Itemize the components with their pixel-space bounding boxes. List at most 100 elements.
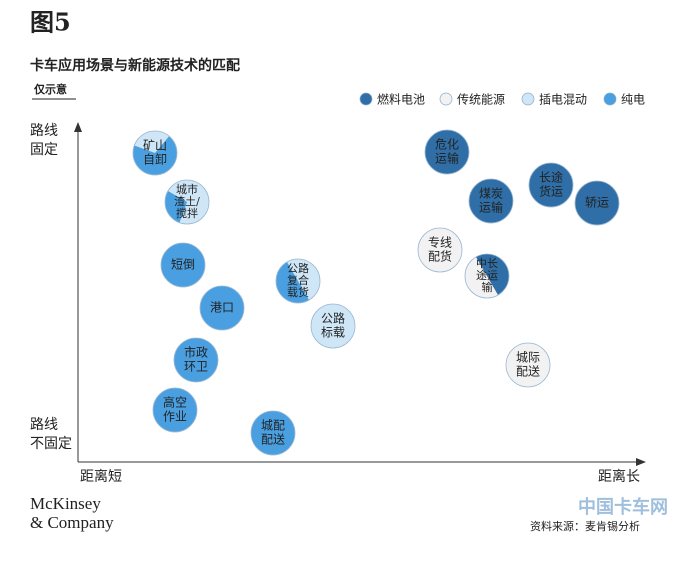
node-label: 长途 bbox=[539, 170, 563, 185]
watermark: 中国卡车网 bbox=[578, 496, 668, 518]
node-outline bbox=[152, 387, 198, 433]
node-label: 环卫 bbox=[184, 360, 208, 374]
title: 卡车应用场景与新能源技术的匹配 bbox=[30, 57, 240, 74]
node-fill bbox=[200, 286, 244, 330]
legend: 燃料电池 传统能源 插电混动 纯电 bbox=[359, 92, 645, 107]
node-fill bbox=[469, 179, 513, 223]
node-outline bbox=[310, 303, 356, 349]
node-label: 港口 bbox=[210, 301, 234, 315]
brand: McKinsey bbox=[30, 494, 101, 513]
node-label: 复合 bbox=[287, 273, 309, 287]
node-label: 城际 bbox=[516, 351, 540, 365]
source: 资料来源：麦肯锡分析 bbox=[530, 519, 640, 533]
y-bottom-label: 不固定 bbox=[30, 436, 72, 452]
node-label: 途运 bbox=[476, 268, 498, 282]
legend-label: 纯电 bbox=[621, 93, 645, 107]
legend-swatch bbox=[603, 92, 617, 106]
legend-label: 传统能源 bbox=[457, 92, 505, 107]
y-arrow bbox=[74, 122, 82, 132]
node-outline bbox=[528, 162, 574, 208]
node-label: 高空 bbox=[163, 395, 187, 410]
node-outline bbox=[160, 242, 206, 288]
note: 仅示意 bbox=[33, 82, 67, 96]
node-label: 输 bbox=[482, 280, 493, 294]
node-label: 轿运 bbox=[585, 195, 609, 210]
node-label: 运输 bbox=[479, 200, 503, 215]
node-outline bbox=[199, 285, 245, 331]
node-label: 标载 bbox=[321, 326, 345, 340]
legend-swatch bbox=[439, 92, 453, 106]
node-label: 配送 bbox=[261, 432, 285, 447]
x-right-label: 距离长 bbox=[598, 468, 640, 485]
node-label: 公路 bbox=[287, 262, 309, 275]
node-label: 配货 bbox=[428, 249, 452, 264]
y-top-label: 路线 bbox=[30, 123, 58, 139]
node: 轿运 bbox=[574, 180, 620, 226]
node-label: 煤炭 bbox=[479, 187, 503, 201]
legend-label: 插电混动 bbox=[539, 93, 587, 107]
node-fill bbox=[153, 388, 197, 432]
y-top-label: 固定 bbox=[30, 142, 58, 158]
node-fill bbox=[529, 163, 573, 207]
legend-label: 燃料电池 bbox=[377, 92, 425, 107]
node-label: 专线 bbox=[428, 235, 452, 250]
node-outline bbox=[164, 179, 210, 225]
node-label: 短倒 bbox=[171, 258, 195, 272]
node-label: 作业 bbox=[163, 410, 187, 424]
node-fill bbox=[311, 304, 355, 348]
node-outline bbox=[132, 130, 178, 176]
node-label: 危化 bbox=[435, 138, 459, 152]
x-left-label: 距离短 bbox=[80, 468, 122, 485]
node-outline bbox=[468, 178, 514, 224]
node-fill bbox=[575, 181, 619, 225]
node: 港口 bbox=[199, 285, 245, 331]
node-outline bbox=[505, 342, 551, 388]
node-fill bbox=[425, 130, 469, 174]
node-fill bbox=[418, 228, 462, 272]
node-label: 中长 bbox=[476, 257, 498, 270]
node-wedge bbox=[276, 261, 309, 303]
node-label: 渣土/ bbox=[174, 194, 200, 208]
node-label: 矿山 bbox=[143, 139, 167, 153]
node-outline bbox=[574, 180, 620, 226]
node-outline bbox=[275, 258, 321, 304]
node-label: 公路 bbox=[321, 311, 345, 326]
y-bottom-label: 路线 bbox=[30, 417, 58, 433]
node-outline bbox=[464, 253, 510, 299]
node-label: 载货 bbox=[287, 285, 309, 299]
node-label: 搅拌 bbox=[176, 206, 198, 220]
nodes: 矿山自卸城市渣土/搅拌短倒港口市政环卫高空作业城配配送公路复合载货公路标载危化运… bbox=[132, 129, 620, 456]
node-label: 配送 bbox=[516, 364, 540, 379]
node-wedge bbox=[476, 254, 509, 296]
node-label: 运输 bbox=[435, 151, 459, 166]
node-outline bbox=[424, 129, 470, 175]
node-fill bbox=[161, 243, 205, 287]
x-arrow bbox=[636, 458, 646, 466]
node-outline bbox=[417, 227, 463, 273]
node: 短倒 bbox=[160, 242, 206, 288]
node-outline bbox=[250, 410, 296, 456]
node-label: 城配 bbox=[261, 419, 285, 433]
node-label: 城市 bbox=[176, 182, 198, 196]
node-wedge bbox=[164, 191, 187, 223]
figure-label: 图5 bbox=[30, 8, 71, 37]
node-label: 自卸 bbox=[143, 152, 167, 167]
node-wedge bbox=[134, 130, 170, 153]
legend-swatch bbox=[521, 92, 535, 106]
node-fill bbox=[251, 411, 295, 455]
node-label: 货运 bbox=[539, 184, 563, 199]
